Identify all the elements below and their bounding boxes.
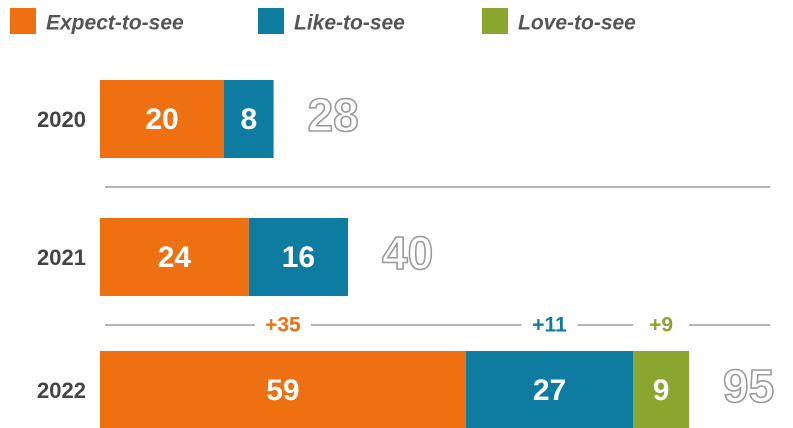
change-label: +35 (265, 314, 301, 337)
bar-segment (100, 351, 466, 428)
bar-segment (224, 80, 274, 158)
total-label: 28 (308, 89, 359, 141)
change-label-bg (254, 312, 311, 338)
bar-segment (248, 218, 348, 296)
legend-swatch (10, 8, 36, 34)
bar-value-label: 9 (653, 374, 670, 407)
change-label: +9 (649, 314, 673, 337)
total-label: 95 (723, 360, 774, 412)
legend-swatch (482, 8, 508, 34)
bar-value-label: 16 (282, 241, 315, 274)
bar-segment (633, 351, 689, 428)
bar-segment (100, 218, 249, 296)
category-label: 2020 (37, 107, 86, 132)
bar-value-label: 27 (533, 374, 566, 407)
bar-segment (100, 80, 224, 158)
bar-value-label: 24 (158, 241, 192, 274)
legend-swatch (258, 8, 284, 34)
legend-label: Love-to-see (518, 12, 636, 35)
legend-label: Like-to-see (294, 12, 405, 35)
bar-value-label: 59 (266, 374, 299, 407)
bar-segment (465, 351, 634, 428)
category-label: 2021 (37, 245, 86, 270)
change-label: +11 (532, 314, 567, 337)
legend-label: Expect-to-see (46, 12, 184, 35)
bar-value-label: 8 (240, 103, 257, 136)
change-label-bg (633, 312, 690, 338)
total-label: 40 (382, 227, 433, 279)
category-label: 2022 (37, 378, 86, 403)
bar-value-label: 20 (145, 103, 178, 136)
change-label-bg (521, 312, 578, 338)
